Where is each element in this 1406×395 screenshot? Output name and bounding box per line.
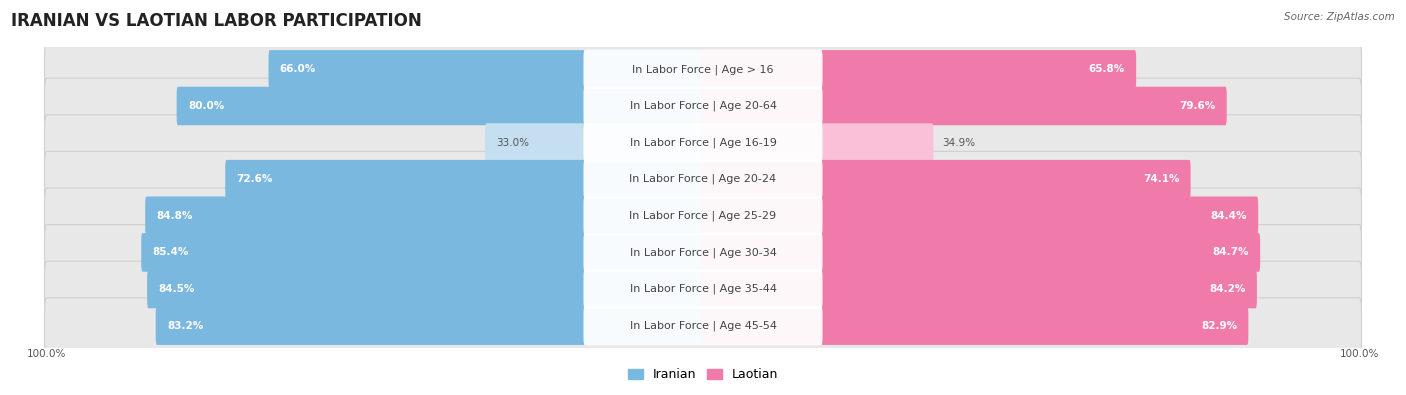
- FancyBboxPatch shape: [702, 160, 1191, 199]
- FancyBboxPatch shape: [583, 269, 823, 308]
- Text: In Labor Force | Age 30-34: In Labor Force | Age 30-34: [630, 247, 776, 258]
- FancyBboxPatch shape: [583, 196, 823, 235]
- FancyBboxPatch shape: [583, 50, 823, 89]
- Legend: Iranian, Laotian: Iranian, Laotian: [623, 363, 783, 386]
- Text: In Labor Force | Age > 16: In Labor Force | Age > 16: [633, 64, 773, 75]
- FancyBboxPatch shape: [45, 188, 1361, 244]
- FancyBboxPatch shape: [141, 233, 704, 272]
- Text: In Labor Force | Age 25-29: In Labor Force | Age 25-29: [630, 211, 776, 221]
- Text: 83.2%: 83.2%: [167, 321, 204, 331]
- Text: 66.0%: 66.0%: [280, 64, 316, 74]
- FancyBboxPatch shape: [702, 123, 934, 162]
- FancyBboxPatch shape: [269, 50, 704, 88]
- Text: In Labor Force | Age 20-24: In Labor Force | Age 20-24: [630, 174, 776, 184]
- Text: 85.4%: 85.4%: [152, 247, 188, 258]
- FancyBboxPatch shape: [177, 87, 704, 125]
- FancyBboxPatch shape: [702, 270, 1257, 308]
- FancyBboxPatch shape: [45, 78, 1361, 134]
- FancyBboxPatch shape: [45, 151, 1361, 207]
- Text: 100.0%: 100.0%: [27, 350, 66, 359]
- Text: 82.9%: 82.9%: [1201, 321, 1237, 331]
- FancyBboxPatch shape: [583, 233, 823, 272]
- Text: 74.1%: 74.1%: [1143, 174, 1180, 184]
- Text: 72.6%: 72.6%: [236, 174, 273, 184]
- Text: In Labor Force | Age 20-64: In Labor Force | Age 20-64: [630, 101, 776, 111]
- FancyBboxPatch shape: [45, 261, 1361, 317]
- Text: 84.7%: 84.7%: [1212, 247, 1249, 258]
- Text: 84.2%: 84.2%: [1209, 284, 1246, 294]
- FancyBboxPatch shape: [45, 41, 1361, 97]
- Text: IRANIAN VS LAOTIAN LABOR PARTICIPATION: IRANIAN VS LAOTIAN LABOR PARTICIPATION: [11, 12, 422, 30]
- FancyBboxPatch shape: [702, 233, 1260, 272]
- FancyBboxPatch shape: [485, 123, 704, 162]
- Text: 33.0%: 33.0%: [496, 137, 529, 148]
- Text: 65.8%: 65.8%: [1088, 64, 1125, 74]
- Text: 34.9%: 34.9%: [942, 137, 974, 148]
- Text: In Labor Force | Age 35-44: In Labor Force | Age 35-44: [630, 284, 776, 294]
- Text: 80.0%: 80.0%: [188, 101, 224, 111]
- FancyBboxPatch shape: [583, 87, 823, 126]
- FancyBboxPatch shape: [145, 196, 704, 235]
- FancyBboxPatch shape: [702, 87, 1226, 125]
- Text: In Labor Force | Age 16-19: In Labor Force | Age 16-19: [630, 137, 776, 148]
- Text: 100.0%: 100.0%: [1340, 350, 1379, 359]
- FancyBboxPatch shape: [702, 307, 1249, 345]
- FancyBboxPatch shape: [148, 270, 704, 308]
- Text: 79.6%: 79.6%: [1180, 101, 1215, 111]
- FancyBboxPatch shape: [702, 50, 1136, 88]
- FancyBboxPatch shape: [45, 298, 1361, 354]
- FancyBboxPatch shape: [45, 225, 1361, 280]
- FancyBboxPatch shape: [156, 307, 704, 345]
- FancyBboxPatch shape: [583, 160, 823, 199]
- FancyBboxPatch shape: [583, 123, 823, 162]
- Text: In Labor Force | Age 45-54: In Labor Force | Age 45-54: [630, 320, 776, 331]
- FancyBboxPatch shape: [45, 115, 1361, 170]
- Text: 84.8%: 84.8%: [156, 211, 193, 221]
- FancyBboxPatch shape: [225, 160, 704, 199]
- Text: 84.5%: 84.5%: [159, 284, 195, 294]
- Text: Source: ZipAtlas.com: Source: ZipAtlas.com: [1284, 12, 1395, 22]
- FancyBboxPatch shape: [583, 306, 823, 345]
- FancyBboxPatch shape: [702, 196, 1258, 235]
- Text: 84.4%: 84.4%: [1211, 211, 1247, 221]
